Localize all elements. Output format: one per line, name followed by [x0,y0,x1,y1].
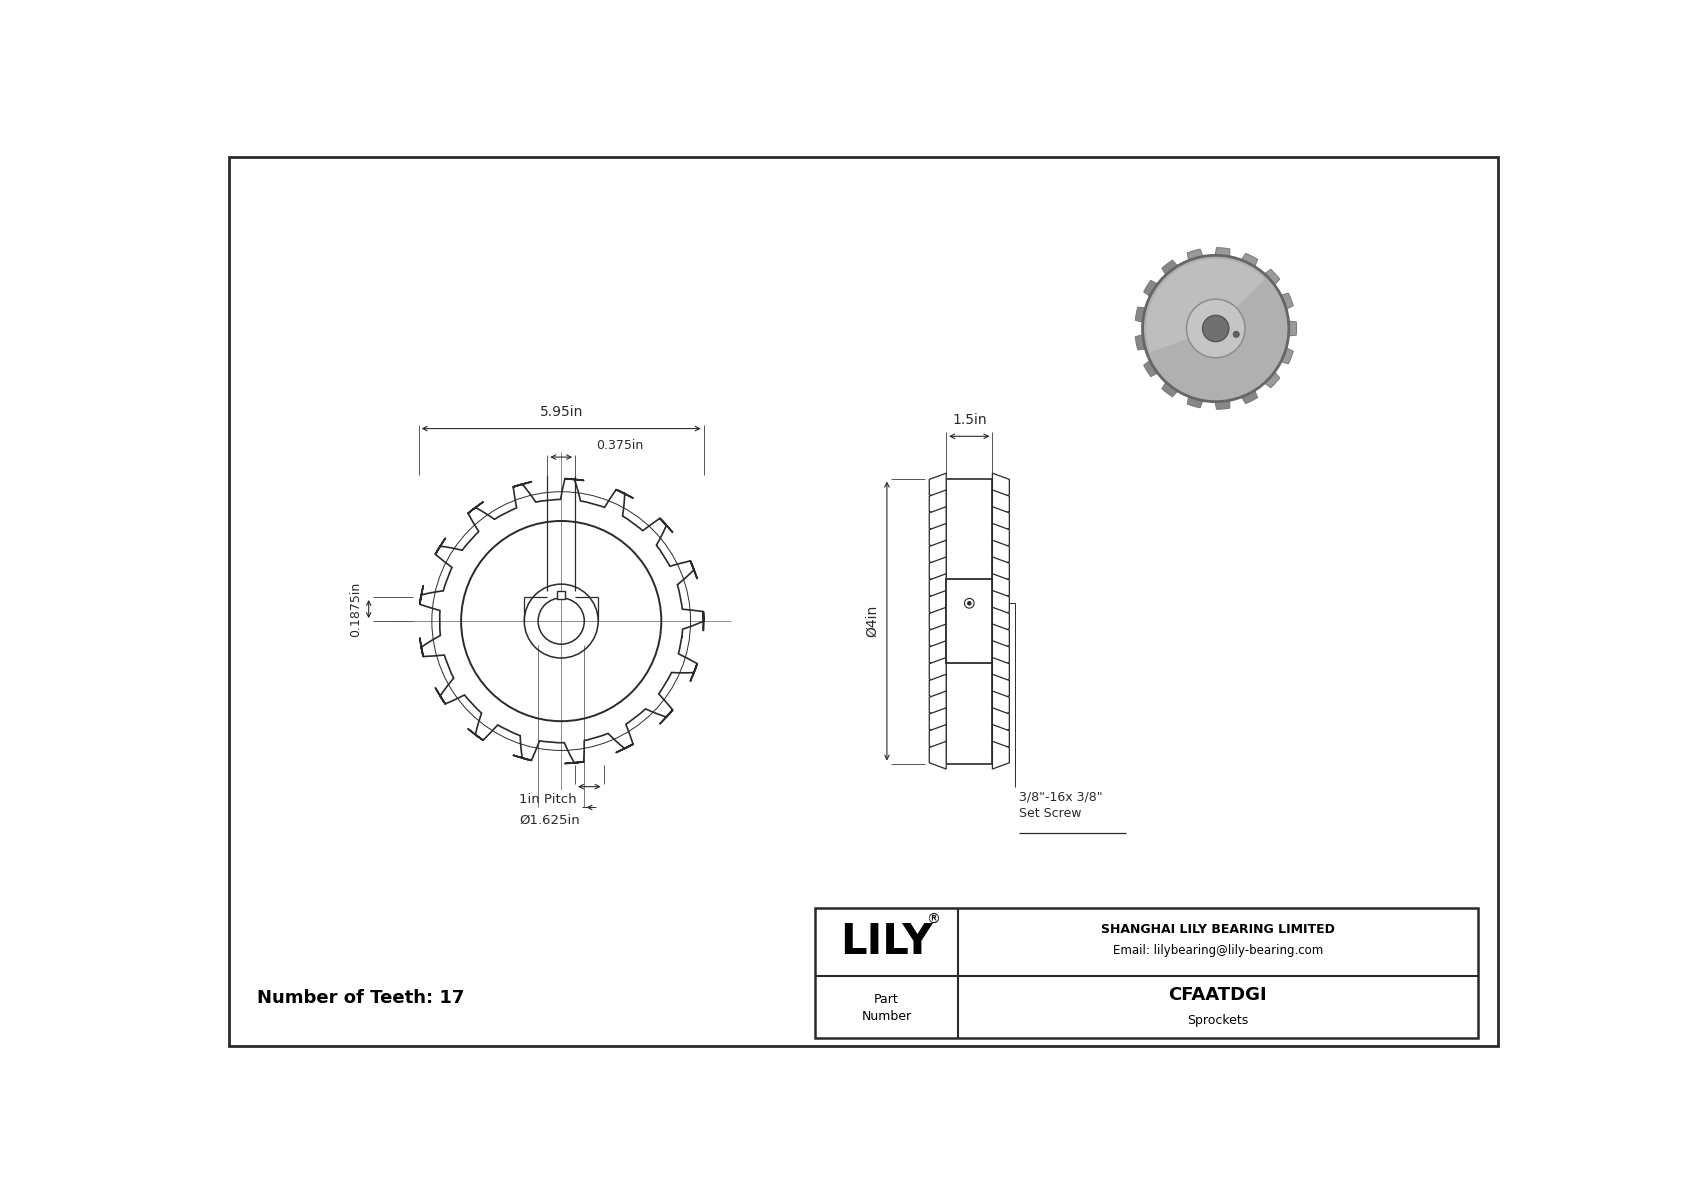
Polygon shape [992,523,1009,551]
Polygon shape [1162,382,1177,397]
Polygon shape [930,674,946,701]
Polygon shape [992,490,1009,518]
Polygon shape [1143,280,1157,297]
Polygon shape [1288,322,1297,336]
Polygon shape [1135,307,1145,323]
Polygon shape [992,473,1009,501]
Polygon shape [992,591,1009,618]
Bar [815,908,1477,1039]
Text: 0.1875in: 0.1875in [350,581,362,637]
Polygon shape [1187,249,1202,261]
Polygon shape [992,607,1009,635]
Polygon shape [930,574,946,601]
Polygon shape [930,541,946,568]
Polygon shape [1143,361,1157,376]
Polygon shape [1265,372,1280,388]
Wedge shape [1147,258,1265,353]
Polygon shape [930,523,946,551]
Polygon shape [992,691,1009,718]
Polygon shape [930,473,946,501]
Circle shape [1187,299,1244,357]
Polygon shape [930,490,946,518]
Circle shape [967,601,972,605]
Text: Number: Number [862,1010,911,1023]
Polygon shape [992,674,1009,701]
Text: 1in Pitch: 1in Pitch [519,793,576,806]
Circle shape [1233,331,1239,337]
Text: Email: lilybearing@lily-bearing.com: Email: lilybearing@lily-bearing.com [1113,944,1322,958]
Polygon shape [992,657,1009,685]
Bar [557,591,566,599]
Text: LILY: LILY [840,921,933,962]
Polygon shape [930,506,946,535]
Polygon shape [1265,269,1280,285]
Text: CFAATDGI: CFAATDGI [1169,986,1266,1004]
Text: 1.5in: 1.5in [951,413,987,428]
Polygon shape [1282,293,1293,310]
Polygon shape [930,724,946,753]
Polygon shape [930,691,946,718]
Text: Part: Part [874,993,899,1006]
Polygon shape [992,574,1009,601]
Bar [946,479,992,763]
Polygon shape [1241,391,1258,404]
Text: 5.95in: 5.95in [539,405,583,419]
Polygon shape [930,607,946,635]
Polygon shape [992,557,1009,585]
Text: SHANGHAI LILY BEARING LIMITED: SHANGHAI LILY BEARING LIMITED [1101,923,1335,936]
Text: Ø4in: Ø4in [866,605,879,637]
Polygon shape [930,707,946,736]
Polygon shape [930,624,946,651]
Text: Ø1.625in: Ø1.625in [519,813,579,827]
Polygon shape [930,657,946,685]
Polygon shape [1241,254,1258,267]
Polygon shape [1135,335,1145,350]
Polygon shape [992,641,1009,668]
Polygon shape [992,624,1009,651]
Polygon shape [1162,260,1177,275]
Polygon shape [992,541,1009,568]
Polygon shape [930,641,946,668]
Polygon shape [930,591,946,618]
Polygon shape [1282,348,1293,364]
Circle shape [1202,316,1229,342]
Polygon shape [930,741,946,769]
Polygon shape [992,724,1009,753]
Circle shape [1142,255,1288,401]
Bar [946,579,992,663]
Polygon shape [1187,397,1202,407]
Polygon shape [992,741,1009,769]
Text: Number of Teeth: 17: Number of Teeth: 17 [258,990,465,1008]
Text: 3/8"-16x 3/8"
Set Screw: 3/8"-16x 3/8" Set Screw [1019,791,1103,821]
Polygon shape [1216,248,1229,257]
Text: ®: ® [926,913,940,927]
Polygon shape [992,506,1009,535]
Polygon shape [930,557,946,585]
Text: 0.375in: 0.375in [596,439,643,453]
Text: Sprockets: Sprockets [1187,1014,1248,1027]
Polygon shape [992,707,1009,736]
Polygon shape [1216,400,1229,410]
